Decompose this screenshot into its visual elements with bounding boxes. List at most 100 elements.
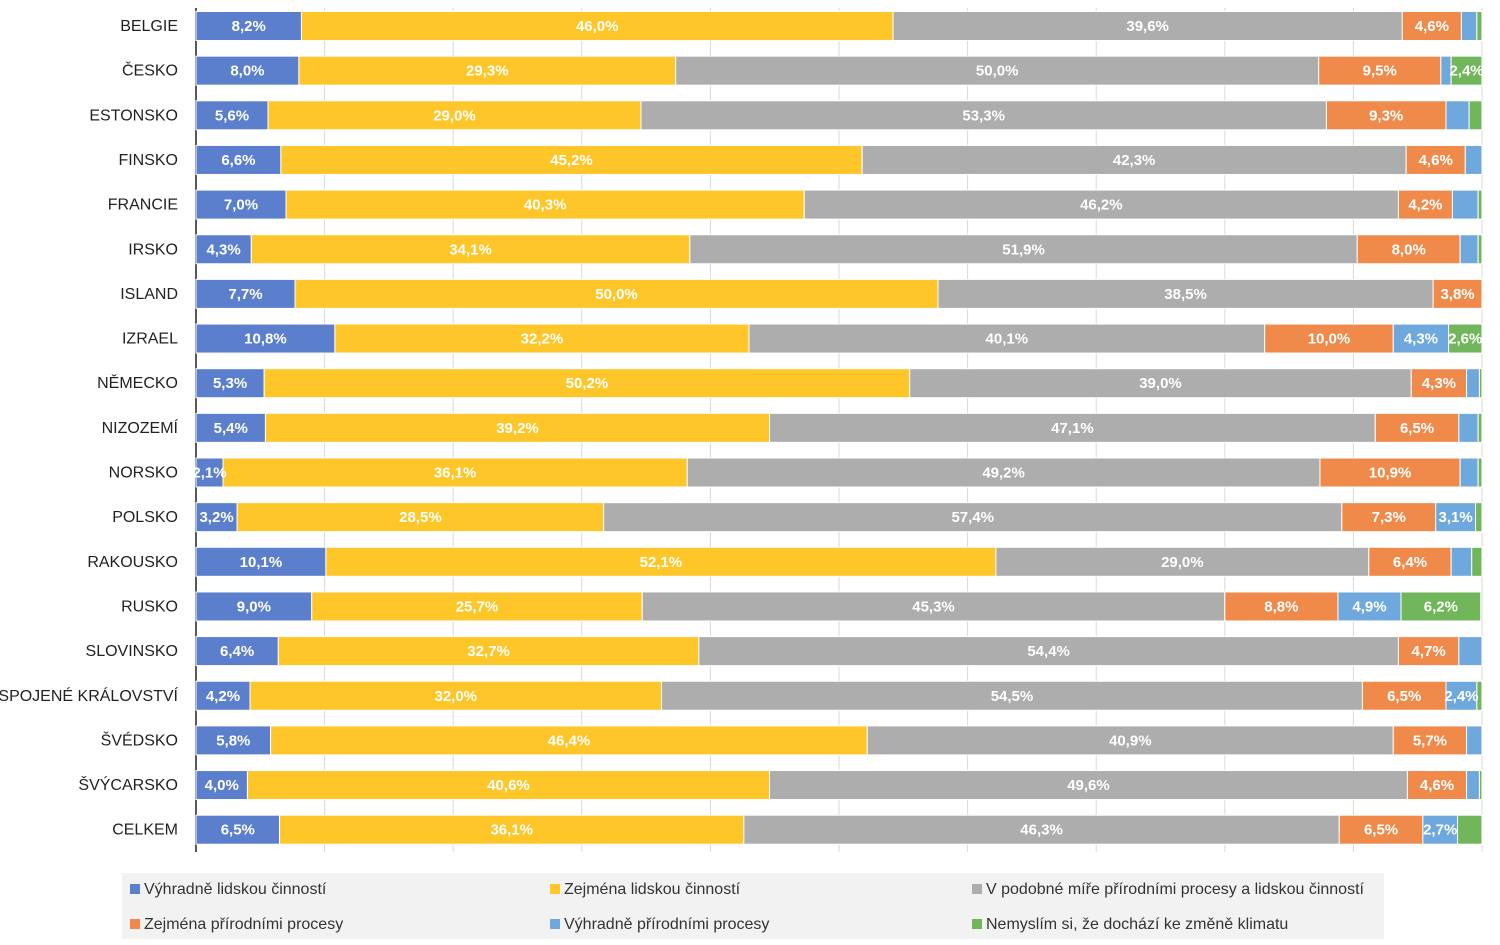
data-label: 9,5% [1363, 63, 1397, 80]
category-label: SPOJENÉ KRÁLOVSTVÍ [0, 686, 179, 705]
bar-segment [603, 502, 1343, 533]
bar-segment [270, 725, 868, 756]
bar-segment [1368, 546, 1452, 577]
bar-segment [195, 814, 281, 845]
bar-segment [1478, 770, 1483, 801]
bar-segment [1477, 412, 1483, 443]
data-label: 50,2% [566, 375, 609, 392]
bar-segment [1478, 368, 1483, 399]
bar-segment [195, 323, 336, 354]
data-label: 10,9% [1369, 465, 1412, 482]
bar-segment [195, 368, 265, 399]
data-label: 4,3% [207, 241, 241, 258]
data-label: 3,1% [1439, 509, 1473, 526]
bar-segment [246, 770, 771, 801]
legend-label: Zejména lidskou činností [564, 881, 741, 898]
bar-segment [222, 457, 688, 488]
bar-segment [236, 502, 605, 533]
bar-segment [1400, 591, 1482, 622]
bar-layer [195, 11, 1483, 845]
data-label: 6,5% [221, 822, 255, 839]
data-label: 8,2% [232, 18, 266, 35]
bar-segment [661, 680, 1363, 711]
data-label: 6,6% [221, 152, 255, 169]
bar-segment [1458, 412, 1479, 443]
legend-swatch [550, 884, 560, 894]
data-label: 7,3% [1372, 509, 1406, 526]
data-label: 5,8% [216, 732, 250, 749]
bar-segment [1356, 234, 1461, 265]
bar-segment [334, 323, 750, 354]
bar-segment [1406, 770, 1468, 801]
data-label: 10,1% [240, 554, 283, 571]
data-label: 40,6% [487, 777, 530, 794]
bar-segment [769, 770, 1408, 801]
data-label: 29,3% [466, 63, 509, 80]
data-label: 9,3% [1369, 107, 1403, 124]
category-label: POLSKO [112, 509, 178, 526]
legend-label: Výhradně přírodními procesy [564, 916, 769, 933]
bar-segment [195, 502, 238, 533]
data-label: 57,4% [951, 509, 994, 526]
category-label: IZRAEL [122, 331, 178, 348]
category-label: NIZOZEMÍ [102, 418, 179, 437]
category-labels: BELGIE ČESKO ESTONSKO FINSKO FRANCIE IRSKO ISL… [0, 18, 179, 839]
data-label: 50,0% [976, 63, 1019, 80]
data-label: 46,2% [1080, 197, 1123, 214]
data-label: 54,5% [991, 688, 1034, 705]
data-label: 25,7% [456, 598, 499, 615]
data-label: 54,4% [1027, 643, 1070, 660]
bar-segment [250, 234, 691, 265]
bar-segment [311, 591, 643, 622]
category-label: FINSKO [118, 152, 178, 169]
data-label: 47,1% [1051, 420, 1094, 437]
data-label: 40,1% [986, 331, 1029, 348]
category-label: ISLAND [120, 286, 178, 303]
bar-segment [748, 323, 1266, 354]
bar-segment [1448, 323, 1483, 354]
bar-segment [689, 234, 1358, 265]
bar-segment [195, 100, 269, 131]
bar-segment [1337, 591, 1402, 622]
data-label: 6,4% [1393, 554, 1427, 571]
bar-segment [937, 278, 1434, 309]
bar-segment [769, 412, 1376, 443]
bar-segment [195, 591, 313, 622]
data-label: 6,5% [1364, 822, 1398, 839]
bar-segment [195, 189, 287, 220]
data-label: 4,3% [1404, 331, 1438, 348]
data-label: 46,3% [1020, 822, 1063, 839]
bar-segment [325, 546, 997, 577]
bar-segment [300, 11, 894, 41]
data-label: 4,2% [206, 688, 240, 705]
data-label: 32,7% [467, 643, 510, 660]
bar-segment [1450, 546, 1473, 577]
data-label: 46,4% [548, 732, 591, 749]
data-label: 4,6% [1419, 152, 1453, 169]
bar-segment [195, 725, 272, 756]
bar-segment [1477, 457, 1483, 488]
data-label: 9,0% [237, 598, 271, 615]
data-label: 6,5% [1400, 420, 1434, 437]
bar-segment [1477, 189, 1483, 220]
data-label: 34,1% [449, 241, 492, 258]
bar-segment [803, 189, 1399, 220]
bar-segment [195, 278, 296, 309]
category-label: CELKEM [112, 822, 178, 839]
bar-segment [1466, 725, 1483, 756]
legend-swatch [130, 919, 140, 929]
bar-segment [1476, 680, 1483, 711]
legend-swatch [972, 919, 982, 929]
data-label: 53,3% [962, 107, 1005, 124]
data-label: 2,4% [1449, 63, 1483, 80]
data-label: 6,4% [220, 643, 254, 660]
data-label: 8,0% [1392, 241, 1426, 258]
bar-segment [1459, 457, 1479, 488]
data-label: 28,5% [399, 509, 442, 526]
bar-segment [1319, 457, 1461, 488]
data-label: 42,3% [1113, 152, 1156, 169]
data-label: 8,0% [230, 63, 264, 80]
data-label: 40,3% [524, 197, 567, 214]
category-label: ČESKO [122, 61, 178, 80]
data-label: 4,6% [1415, 18, 1449, 35]
